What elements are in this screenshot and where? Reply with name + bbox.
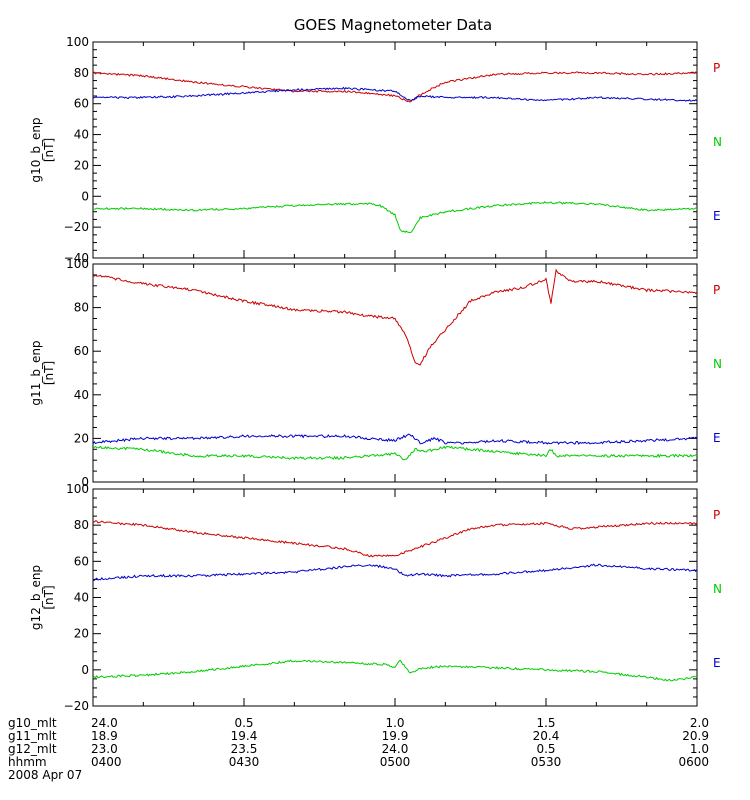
y-tick-label: −40 [64, 251, 89, 265]
y-tick-label: 100 [66, 482, 89, 496]
footer-value: 1.5 [536, 716, 555, 730]
footer-value: 24.0 [91, 716, 118, 730]
y-axis-unit: [nT] [42, 585, 56, 609]
y-tick-label: 80 [74, 518, 89, 532]
footer-value: 20.9 [682, 729, 709, 743]
footer-value: 23.5 [231, 742, 258, 756]
legend-P: P [713, 283, 720, 297]
footer-value: 19.9 [382, 729, 409, 743]
series-line-P [92, 520, 698, 558]
y-tick-label: 100 [66, 35, 89, 49]
y-tick-label: 100 [66, 257, 89, 271]
y-tick-label: 0 [81, 189, 89, 203]
footer-value: 2.0 [690, 716, 709, 730]
footer-value: 0500 [380, 755, 411, 769]
footer-label: g11_mlt [8, 729, 57, 743]
series-line-N [92, 563, 698, 581]
footer-value: 24.0 [382, 742, 409, 756]
series-line-P [92, 268, 698, 366]
footer-value: 19.4 [231, 729, 258, 743]
plot-frame [92, 41, 698, 259]
footer-value: 0.5 [234, 716, 253, 730]
legend-E: E [713, 656, 721, 670]
y-tick-label: 60 [74, 344, 89, 358]
footer-value: 0.5 [536, 742, 555, 756]
legend-N: N [713, 135, 722, 149]
series-line-E [92, 433, 698, 445]
y-tick-label: 60 [74, 554, 89, 568]
footer-value: 1.0 [385, 716, 404, 730]
footer-label: g12_mlt [8, 742, 57, 756]
y-axis-label: g12_b_enp [29, 565, 43, 630]
y-tick-label: 40 [74, 591, 89, 605]
plot-frame [92, 488, 698, 707]
y-tick-label: −20 [64, 220, 89, 234]
y-tick-label: 20 [74, 158, 89, 172]
plot-frame [92, 263, 698, 483]
footer-value: 0600 [678, 755, 709, 769]
series-line-P [92, 71, 698, 103]
y-tick-label: −20 [64, 699, 89, 713]
series-line-E [92, 659, 698, 682]
y-axis-label: g10_b_enp [29, 117, 43, 182]
footer-label: hhmm [8, 755, 47, 769]
y-tick-label: 20 [74, 431, 89, 445]
y-tick-label: 80 [74, 301, 89, 315]
legend-E: E [713, 431, 721, 445]
y-axis-unit: [nT] [42, 138, 56, 162]
panel-1: −40 −20 0 20 40 60 80 100 g10_b_enp [nT] P N E [29, 35, 722, 265]
series-line-E [93, 200, 698, 234]
footer-value: 23.0 [91, 742, 118, 756]
y-tick-label: 40 [74, 128, 89, 142]
y-tick-label: 40 [74, 388, 89, 402]
chart-title: GOES Magnetometer Data [294, 16, 492, 34]
footer-value: 0530 [531, 755, 562, 769]
y-tick-label: 0 [81, 475, 89, 489]
footer-value: 1.0 [690, 742, 709, 756]
y-tick-label: 0 [81, 663, 89, 677]
y-axis-unit: [nT] [42, 361, 56, 385]
legend-N: N [713, 582, 722, 596]
y-axis-label: g11_b_enp [29, 340, 43, 405]
legend-E: E [713, 209, 721, 223]
footer-value: 0400 [91, 755, 122, 769]
legend-P: P [713, 508, 720, 522]
footer-value: 18.9 [91, 729, 118, 743]
footer-value: 0430 [229, 755, 260, 769]
legend-P: P [713, 61, 720, 75]
footer-value: 20.4 [533, 729, 560, 743]
footer-label: g10_mlt [8, 716, 57, 730]
footer-label: 2008 Apr 07 [8, 768, 82, 782]
panel-3: −20 0 20 40 60 80 100 g12_b_enp [nT] P N E [29, 482, 722, 713]
y-tick-label: 20 [74, 627, 89, 641]
legend-N: N [713, 357, 722, 371]
series-line-N [92, 445, 698, 461]
series-line-N [92, 86, 698, 102]
y-tick-label: 60 [74, 97, 89, 111]
y-tick-label: 80 [74, 66, 89, 80]
panel-2: 0 20 40 60 80 100 g11_b_enp [nT] P N E [29, 257, 722, 489]
